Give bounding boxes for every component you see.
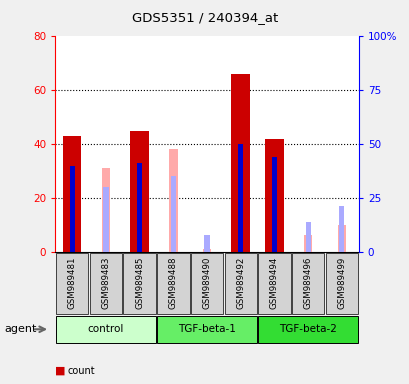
Text: TGF-beta-2: TGF-beta-2 (279, 324, 336, 334)
Bar (231, 74, 249, 252)
Bar (130, 131, 148, 252)
Text: GSM989494: GSM989494 (269, 257, 278, 310)
Text: TGF-beta-1: TGF-beta-1 (178, 324, 236, 334)
Bar (291, 253, 324, 314)
Bar (303, 235, 312, 252)
Bar (258, 316, 357, 343)
Bar (63, 136, 81, 252)
Text: ■: ■ (55, 366, 66, 376)
Bar (258, 253, 290, 314)
Text: GSM989490: GSM989490 (202, 257, 211, 310)
Text: control: control (88, 324, 124, 334)
Bar (56, 316, 155, 343)
Bar (170, 176, 175, 252)
Text: GDS5351 / 240394_at: GDS5351 / 240394_at (132, 11, 277, 24)
Bar (271, 157, 276, 252)
Bar (325, 253, 357, 314)
Text: GSM989481: GSM989481 (67, 257, 76, 310)
Bar (191, 253, 222, 314)
Bar (204, 235, 209, 252)
Bar (157, 253, 189, 314)
Bar (224, 253, 256, 314)
Bar (305, 222, 310, 252)
Text: GSM989488: GSM989488 (169, 257, 178, 310)
Bar (56, 253, 88, 314)
Bar (169, 149, 177, 252)
Text: GSM989492: GSM989492 (236, 257, 245, 310)
Bar (103, 187, 108, 252)
Bar (101, 168, 110, 252)
Bar (137, 163, 142, 252)
Text: agent: agent (4, 324, 36, 334)
Bar (337, 225, 345, 252)
Bar (202, 249, 211, 252)
Bar (123, 253, 155, 314)
Text: GSM989496: GSM989496 (303, 257, 312, 310)
Bar (238, 144, 243, 252)
Text: GSM989485: GSM989485 (135, 257, 144, 310)
Bar (339, 206, 344, 252)
Text: GSM989483: GSM989483 (101, 257, 110, 310)
Bar (70, 166, 74, 252)
Text: count: count (67, 366, 95, 376)
Bar (265, 139, 283, 252)
Bar (157, 316, 256, 343)
Bar (90, 253, 122, 314)
Text: GSM989499: GSM989499 (337, 257, 346, 310)
